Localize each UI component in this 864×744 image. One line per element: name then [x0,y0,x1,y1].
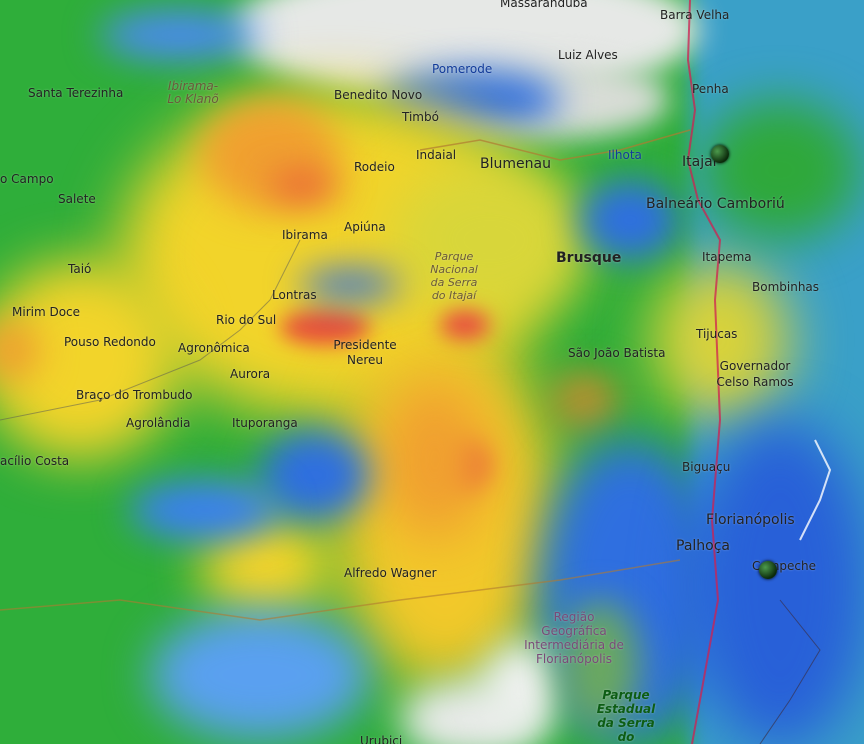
place-label: Mirim Doce [12,305,81,319]
radar-orange [550,370,620,430]
place-label: Brusque [556,250,622,266]
place-label: Santa Terezinha [28,86,124,100]
radar-red [280,310,370,345]
place-label: Ituporanga [232,416,298,430]
indigenous-land-label: Ibirama-Lo Klanõ [167,79,219,106]
place-label: Bombinhas [752,280,820,294]
place-label: Pouso Redondo [64,335,156,349]
radar-blue [580,180,680,260]
place-label: Agronômica [178,341,250,355]
place-label: Massaranduba [500,0,588,10]
place-label: Agrolândia [126,416,191,430]
radar-yellow [650,260,790,420]
radar-green [560,600,640,730]
place-label: Itapema [702,250,752,264]
place-label: Urubici [360,734,403,744]
place-label: Indaial [416,148,457,162]
radar-blue [130,480,280,540]
place-label: Timbó [402,110,439,124]
coastline [799,439,832,541]
park-label: Parque Nacional da Serra do Itajaí [430,250,478,302]
radar-blue [300,270,400,300]
station-marker-itajai[interactable] [711,145,729,163]
place-label: Itajaí [682,154,717,170]
place-label: Presidente Nereu [333,338,397,367]
place-label: Taió [68,262,92,276]
region-label: Região Geográfica Intermediária de Flori… [524,610,624,666]
place-label: Blumenau [480,156,551,172]
place-label: Luiz Alves [558,48,618,62]
radar-green [700,100,860,240]
place-label: Salete [58,192,96,206]
place-label: Governador Celso Ramos [716,359,794,389]
place-label: Penha [692,82,729,96]
place-label: Florianópolis [706,512,795,528]
station-marker-campeche[interactable] [759,561,777,579]
place-label: Aurora [230,367,271,381]
radar-blue [690,420,864,744]
place-label: Barra Velha [660,8,730,22]
radar-blue [150,610,370,740]
radar-red [440,310,490,340]
road [0,239,301,421]
place-label: Pomerode [432,62,493,76]
place-label: Ilhota [608,148,642,162]
road [0,559,681,621]
radar-yellow [390,160,590,320]
place-label: Balneário Camboriú [646,196,785,212]
place-label: Alfredo Wagner [344,566,437,580]
place-label: Ibirama [282,228,328,242]
highway-br101 [686,0,722,744]
place-label: Apiúna [344,220,386,234]
map-land-clear [480,640,560,740]
place-label: São João Batista [568,346,666,360]
coastline [759,599,821,744]
place-label: Lontras [272,288,317,302]
radar-blue [100,10,260,60]
place-label: Rodeio [354,160,395,174]
place-label: Tijucas [696,327,738,341]
radar-red [270,175,340,200]
place-label: acílio Costa [0,454,70,468]
place-label: o Campo [0,172,54,186]
road [419,129,691,161]
park-label: Parque Estadual da Serra do Tabuleiro [596,688,656,744]
place-label: Braço do Trombudo [76,388,193,402]
place-label: Rio do Sul [216,313,277,327]
radar-orange [380,380,490,540]
place-label: Biguaçu [682,460,731,474]
place-label: Palhoça [676,538,730,554]
place-label: Benedito Novo [334,88,423,102]
